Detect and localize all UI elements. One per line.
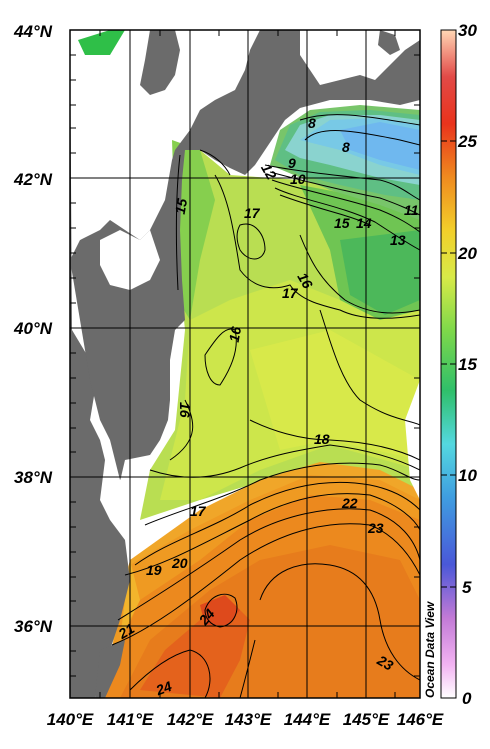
- contour-label: 24: [153, 678, 174, 699]
- contour-label: 9: [288, 155, 296, 171]
- colorbar-labels: 30 25 20 15 10 5 0: [457, 21, 477, 708]
- colorbar-label: 30: [458, 21, 477, 40]
- contour-label: 16: [226, 325, 244, 343]
- lon-label: 144°E: [284, 710, 331, 729]
- colorbar-label: 20: [457, 244, 477, 263]
- colorbar-label: 25: [457, 132, 477, 151]
- contour-label: 16: [294, 270, 316, 292]
- contour-label: 19: [146, 562, 162, 578]
- lon-label: 141°E: [107, 710, 154, 729]
- odv-watermark: Ocean Data View: [423, 601, 437, 698]
- colorbar-label: 5: [462, 578, 472, 597]
- colorbar-label: 15: [458, 355, 477, 374]
- contour-lines: [111, 114, 420, 698]
- lon-label: 140°E: [47, 710, 94, 729]
- contour-label: 23: [374, 651, 397, 673]
- lon-label: 142°E: [167, 710, 214, 729]
- contour-labels: 8 8 9 10 12 11 13 14 15 15 16 16 16 17 1…: [115, 115, 419, 699]
- contour-label: 12: [258, 161, 280, 183]
- contour-label: 13: [390, 232, 406, 248]
- contour-label: 17: [190, 503, 207, 519]
- graticule: [70, 30, 420, 698]
- colorbar-label: 0: [462, 689, 472, 708]
- lat-label: 38°N: [14, 468, 53, 487]
- contour-label: 11: [404, 202, 419, 218]
- frame-ticks: [70, 30, 420, 698]
- contour-label: 20: [171, 555, 188, 571]
- contour-label: 18: [314, 431, 330, 447]
- lat-label: 36°N: [14, 617, 53, 636]
- temperature-field: [78, 30, 420, 698]
- map-frame: [69, 29, 421, 699]
- latitude-labels: 44°N 42°N 40°N 38°N 36°N: [13, 22, 53, 636]
- contour-label: 22: [341, 495, 358, 511]
- colorbar-label: 10: [458, 466, 477, 485]
- lon-label: 145°E: [343, 710, 390, 729]
- contour-label: 15: [172, 197, 190, 215]
- lon-label: 146°E: [397, 710, 444, 729]
- colorbar-ticks: [441, 140, 456, 588]
- lon-label: 143°E: [225, 710, 272, 729]
- longitude-labels: 140°E 141°E 142°E 143°E 144°E 145°E 146°…: [47, 710, 444, 729]
- contour-label: 8: [308, 115, 316, 131]
- lat-label: 42°N: [13, 170, 53, 189]
- lat-label: 44°N: [13, 22, 53, 41]
- contour-label: 16: [177, 402, 193, 418]
- contour-label: 23: [367, 520, 384, 536]
- contour-label: 8: [342, 139, 350, 155]
- land: [70, 30, 420, 698]
- contour-label: 21: [115, 620, 138, 642]
- contour-label: 10: [290, 171, 306, 187]
- contour-label: 17: [244, 205, 261, 221]
- contour-label: 14: [356, 215, 372, 231]
- lat-label: 40°N: [13, 319, 53, 338]
- contour-label: 15: [334, 215, 350, 231]
- contour-label: 17: [282, 285, 299, 301]
